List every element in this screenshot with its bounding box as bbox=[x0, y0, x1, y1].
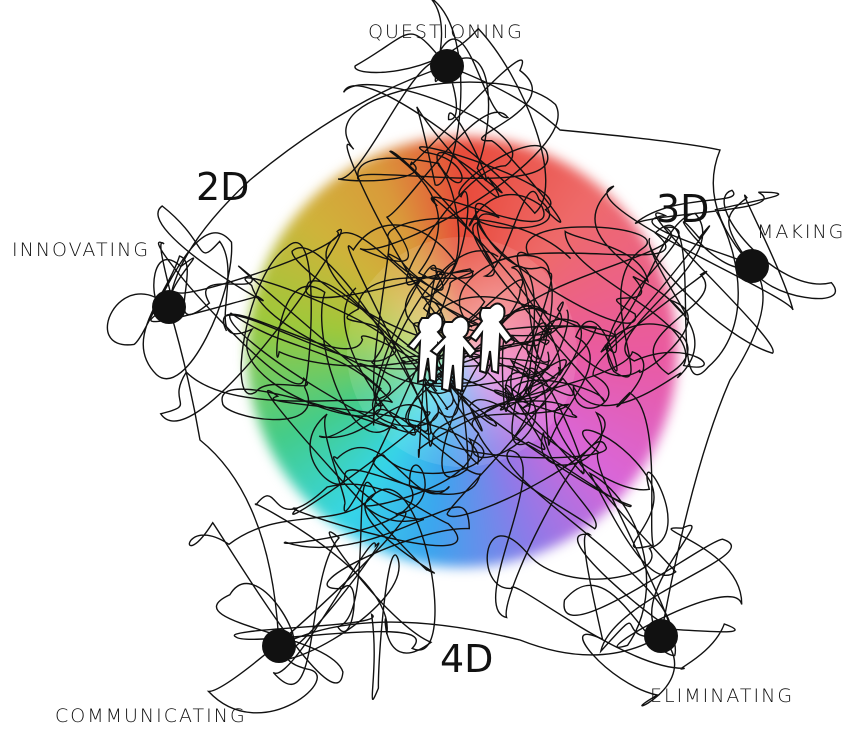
node-dot bbox=[262, 629, 296, 663]
node-label: COMMUNICATING bbox=[55, 705, 247, 727]
node-dot bbox=[735, 249, 769, 283]
people bbox=[408, 304, 512, 392]
node-dot bbox=[430, 49, 464, 83]
node-dot bbox=[644, 619, 678, 653]
node-label: QUESTIONING bbox=[368, 21, 524, 43]
node-dot bbox=[152, 290, 186, 324]
drawing: QUESTIONING MAKING ELIMINATING COMMUNICA… bbox=[0, 0, 863, 745]
diagram: QUESTIONING MAKING ELIMINATING COMMUNICA… bbox=[0, 0, 863, 745]
node-label: ELIMINATING bbox=[650, 685, 794, 707]
scribble bbox=[169, 66, 763, 655]
dimension-label: 3D bbox=[656, 187, 709, 231]
dimension-label: 4D bbox=[440, 637, 493, 681]
dimension-label: 2D bbox=[196, 165, 249, 209]
node-label: INNOVATING bbox=[12, 239, 150, 261]
node-label: MAKING bbox=[757, 221, 845, 243]
